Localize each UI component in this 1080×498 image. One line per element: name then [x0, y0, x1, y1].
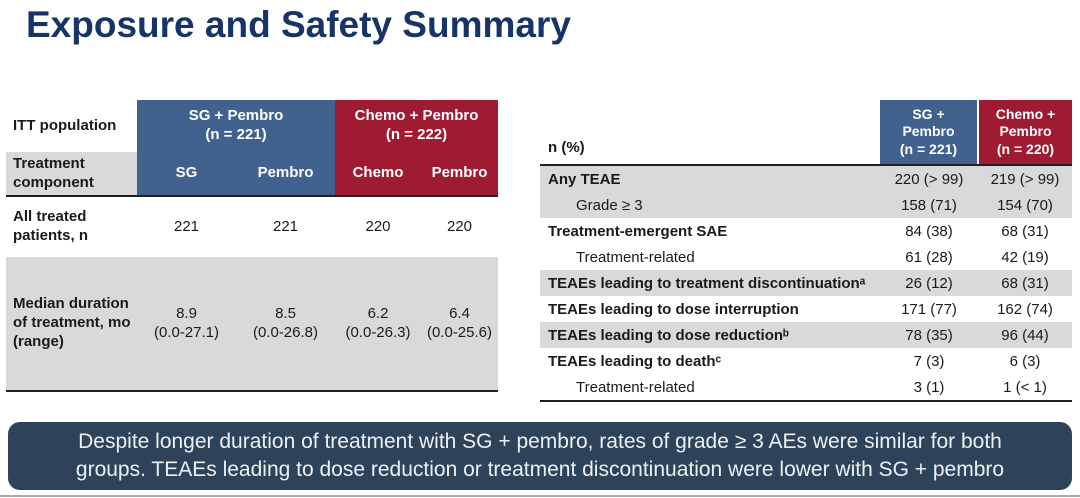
cell-value: 154 (70) [978, 192, 1072, 218]
table-row: TEAEs leading to dose reductionᵇ 78 (35)… [540, 322, 1072, 348]
table-row: Grade ≥ 3 158 (71) 154 (70) [540, 192, 1072, 218]
exposure-component-chemo: Chemo [335, 152, 421, 197]
table-row: TEAEs leading to treatment discontinuati… [540, 270, 1072, 296]
cell-value: 220 (> 99) [880, 165, 978, 192]
cell-value: 220 [446, 217, 473, 235]
bottom-divider [0, 495, 1080, 497]
safety-table: n (%) SG + Pembro (n = 221) Chemo + Pemb… [540, 100, 1072, 402]
cell-value: 162 (74) [997, 300, 1053, 318]
safety-header-n-pct: n (%) [540, 100, 880, 166]
page-title: Exposure and Safety Summary [26, 4, 571, 45]
row-label: Treatment-emergent SAE [548, 222, 728, 240]
cell-value: 8.9 (0.0-27.1) [137, 257, 236, 392]
exposure-component-pembro1: Pembro [236, 152, 335, 197]
table-row: Any TEAE 220 (> 99) 219 (> 99) [540, 165, 1072, 192]
row-label: TEAEs leading to treatment discontinuati… [540, 270, 880, 296]
row-label: Grade ≥ 3 [540, 192, 880, 218]
cell-value: 96 (44) [978, 322, 1072, 348]
table-row: Treatment-related 61 (28) 42 (19) [540, 244, 1072, 270]
exposure-corner-treatment-component: Treatment component [6, 152, 137, 197]
safety-header-chemo-pembro: Chemo + Pembro (n = 220) [977, 100, 1072, 166]
exposure-corner-itt-population: ITT population [13, 116, 117, 134]
row-label: TEAEs leading to dose interruption [548, 300, 799, 318]
cell-value: 68 (31) [1001, 222, 1049, 240]
cell-value: 219 (> 99) [978, 165, 1072, 192]
table-row: Treatment-related 3 (1) 1 (< 1) [540, 374, 1072, 402]
cell-value: 42 (19) [1001, 248, 1049, 266]
cell-value: 6 (3) [1009, 352, 1041, 370]
cell-value: 221 [272, 217, 299, 235]
cell-value: 171 (77) [901, 300, 957, 318]
safety-header-sg-pembro: SG + Pembro (n = 221) [880, 100, 978, 166]
table-row: TEAEs leading to dose interruption 171 (… [540, 296, 1072, 322]
cell-value: 68 (31) [978, 270, 1072, 296]
cell-value: 3 (1) [880, 374, 978, 402]
cell-value: 78 (35) [880, 322, 978, 348]
cell-value: 61 (28) [905, 248, 953, 266]
exposure-header-chemo-pembro: Chemo + Pembro (n = 222) [335, 100, 498, 152]
cell-value: 84 (38) [905, 222, 953, 240]
summary-banner: Despite longer duration of treatment wit… [8, 422, 1072, 490]
cell-value: 8.5 (0.0-26.8) [236, 257, 335, 392]
cell-value: 221 [173, 217, 200, 235]
row-label: TEAEs leading to dose reductionᵇ [540, 322, 880, 348]
cell-value: 6.2 (0.0-26.3) [335, 257, 421, 392]
table-row: Median duration of treatment, mo (range)… [6, 257, 498, 392]
cell-value: 7 (3) [913, 352, 945, 370]
cell-value: 26 (12) [880, 270, 978, 296]
cell-value: 220 [365, 217, 391, 235]
exposure-component-pembro2: Pembro [421, 152, 498, 197]
cell-value: 6.4 (0.0-25.6) [421, 257, 498, 392]
row-label: TEAEs leading to deathᶜ [548, 352, 722, 370]
table-row: Treatment-emergent SAE 84 (38) 68 (31) [540, 218, 1072, 244]
row-label: Median duration of treatment, mo (range) [6, 257, 137, 392]
exposure-header-sg-pembro: SG + Pembro (n = 221) [137, 100, 335, 152]
table-row: TEAEs leading to deathᶜ 7 (3) 6 (3) [540, 348, 1072, 374]
row-label: Treatment-related [576, 248, 695, 266]
cell-value: 158 (71) [880, 192, 978, 218]
row-label: All treated patients, n [13, 208, 89, 244]
summary-banner-text: Despite longer duration of treatment wit… [75, 430, 1005, 481]
row-label: Any TEAE [540, 165, 880, 192]
row-label: Treatment-related [540, 374, 880, 402]
table-row: All treated patients, n 221 221 220 220 [6, 196, 498, 257]
exposure-table: ITT population SG + Pembro (n = 221) Che… [6, 100, 498, 392]
cell-value: 1 (< 1) [978, 374, 1072, 402]
exposure-component-sg: SG [137, 152, 236, 197]
